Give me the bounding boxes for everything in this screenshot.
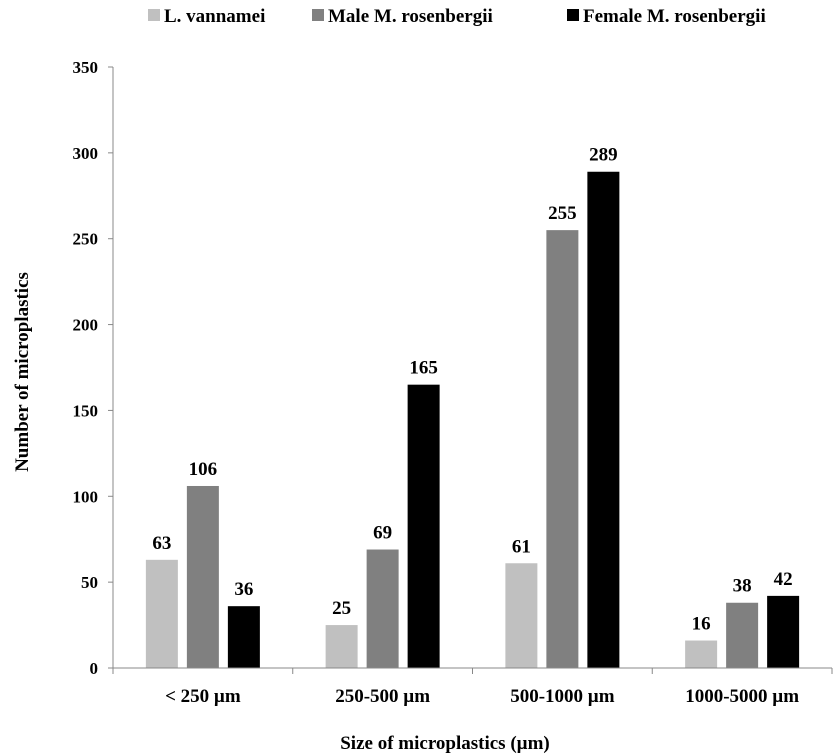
legend: L. vannamei Male M. rosenbergii Female M. …: [148, 6, 766, 27]
y-tick-label: 300: [73, 144, 99, 163]
data-label: 25: [332, 598, 351, 619]
data-label: 255: [548, 203, 577, 224]
bar-l-vannamei: [325, 625, 358, 668]
bars: 63 106 36 25 69 165 61 255 289 16 38 42: [145, 145, 800, 668]
data-label: 165: [409, 358, 438, 379]
bar-l-vannamei: [145, 559, 178, 668]
data-label: 16: [692, 614, 711, 635]
data-label: 36: [234, 579, 253, 600]
y-tick-label: 350: [73, 58, 99, 77]
x-axis: < 250 µm 250-500 µm 500-1000 µm 1000-5000 µ…: [112, 667, 833, 707]
bar-male-m-rosenbergii: [366, 549, 399, 668]
data-label: 61: [512, 536, 531, 557]
x-axis-title: Size of microplastics (µm): [340, 733, 550, 754]
bar-male-m-rosenbergii: [726, 602, 759, 668]
legend-label: Female M. rosenbergii: [583, 6, 766, 27]
bar-female-m-rosenbergii: [767, 595, 800, 668]
legend-swatch: [567, 9, 579, 21]
bar-male-m-rosenbergii: [546, 230, 579, 668]
bar-l-vannamei: [505, 563, 538, 668]
y-tick-label: 0: [90, 659, 99, 678]
bar-female-m-rosenbergii: [407, 384, 440, 668]
data-label: 289: [589, 145, 618, 166]
data-label: 42: [774, 569, 793, 590]
x-category-label: 1000-5000 µm: [685, 686, 799, 707]
bar-male-m-rosenbergii: [186, 485, 219, 668]
y-axis: 0 50 100 150 200 250 300 350: [73, 58, 114, 678]
y-tick-label: 200: [73, 316, 99, 335]
x-category-label: 250-500 µm: [335, 686, 430, 707]
data-label: 63: [152, 533, 171, 554]
bar-female-m-rosenbergii: [227, 606, 260, 668]
bar-l-vannamei: [685, 640, 718, 668]
data-label: 69: [373, 523, 392, 544]
y-tick-label: 250: [73, 230, 99, 249]
x-category-label: 500-1000 µm: [510, 686, 615, 707]
bar-female-m-rosenbergii: [587, 171, 620, 668]
data-label: 38: [733, 576, 752, 597]
legend-label: Male M. rosenbergii: [328, 6, 493, 27]
legend-swatch: [148, 9, 160, 21]
data-label: 106: [189, 459, 218, 480]
legend-swatch: [312, 9, 324, 21]
legend-label: L. vannamei: [164, 6, 265, 27]
y-tick-label: 100: [73, 487, 99, 506]
y-tick-label: 50: [81, 573, 98, 592]
y-axis-title: Number of microplastics: [12, 272, 33, 472]
y-tick-label: 150: [73, 401, 99, 420]
x-category-label: < 250 µm: [165, 686, 241, 707]
